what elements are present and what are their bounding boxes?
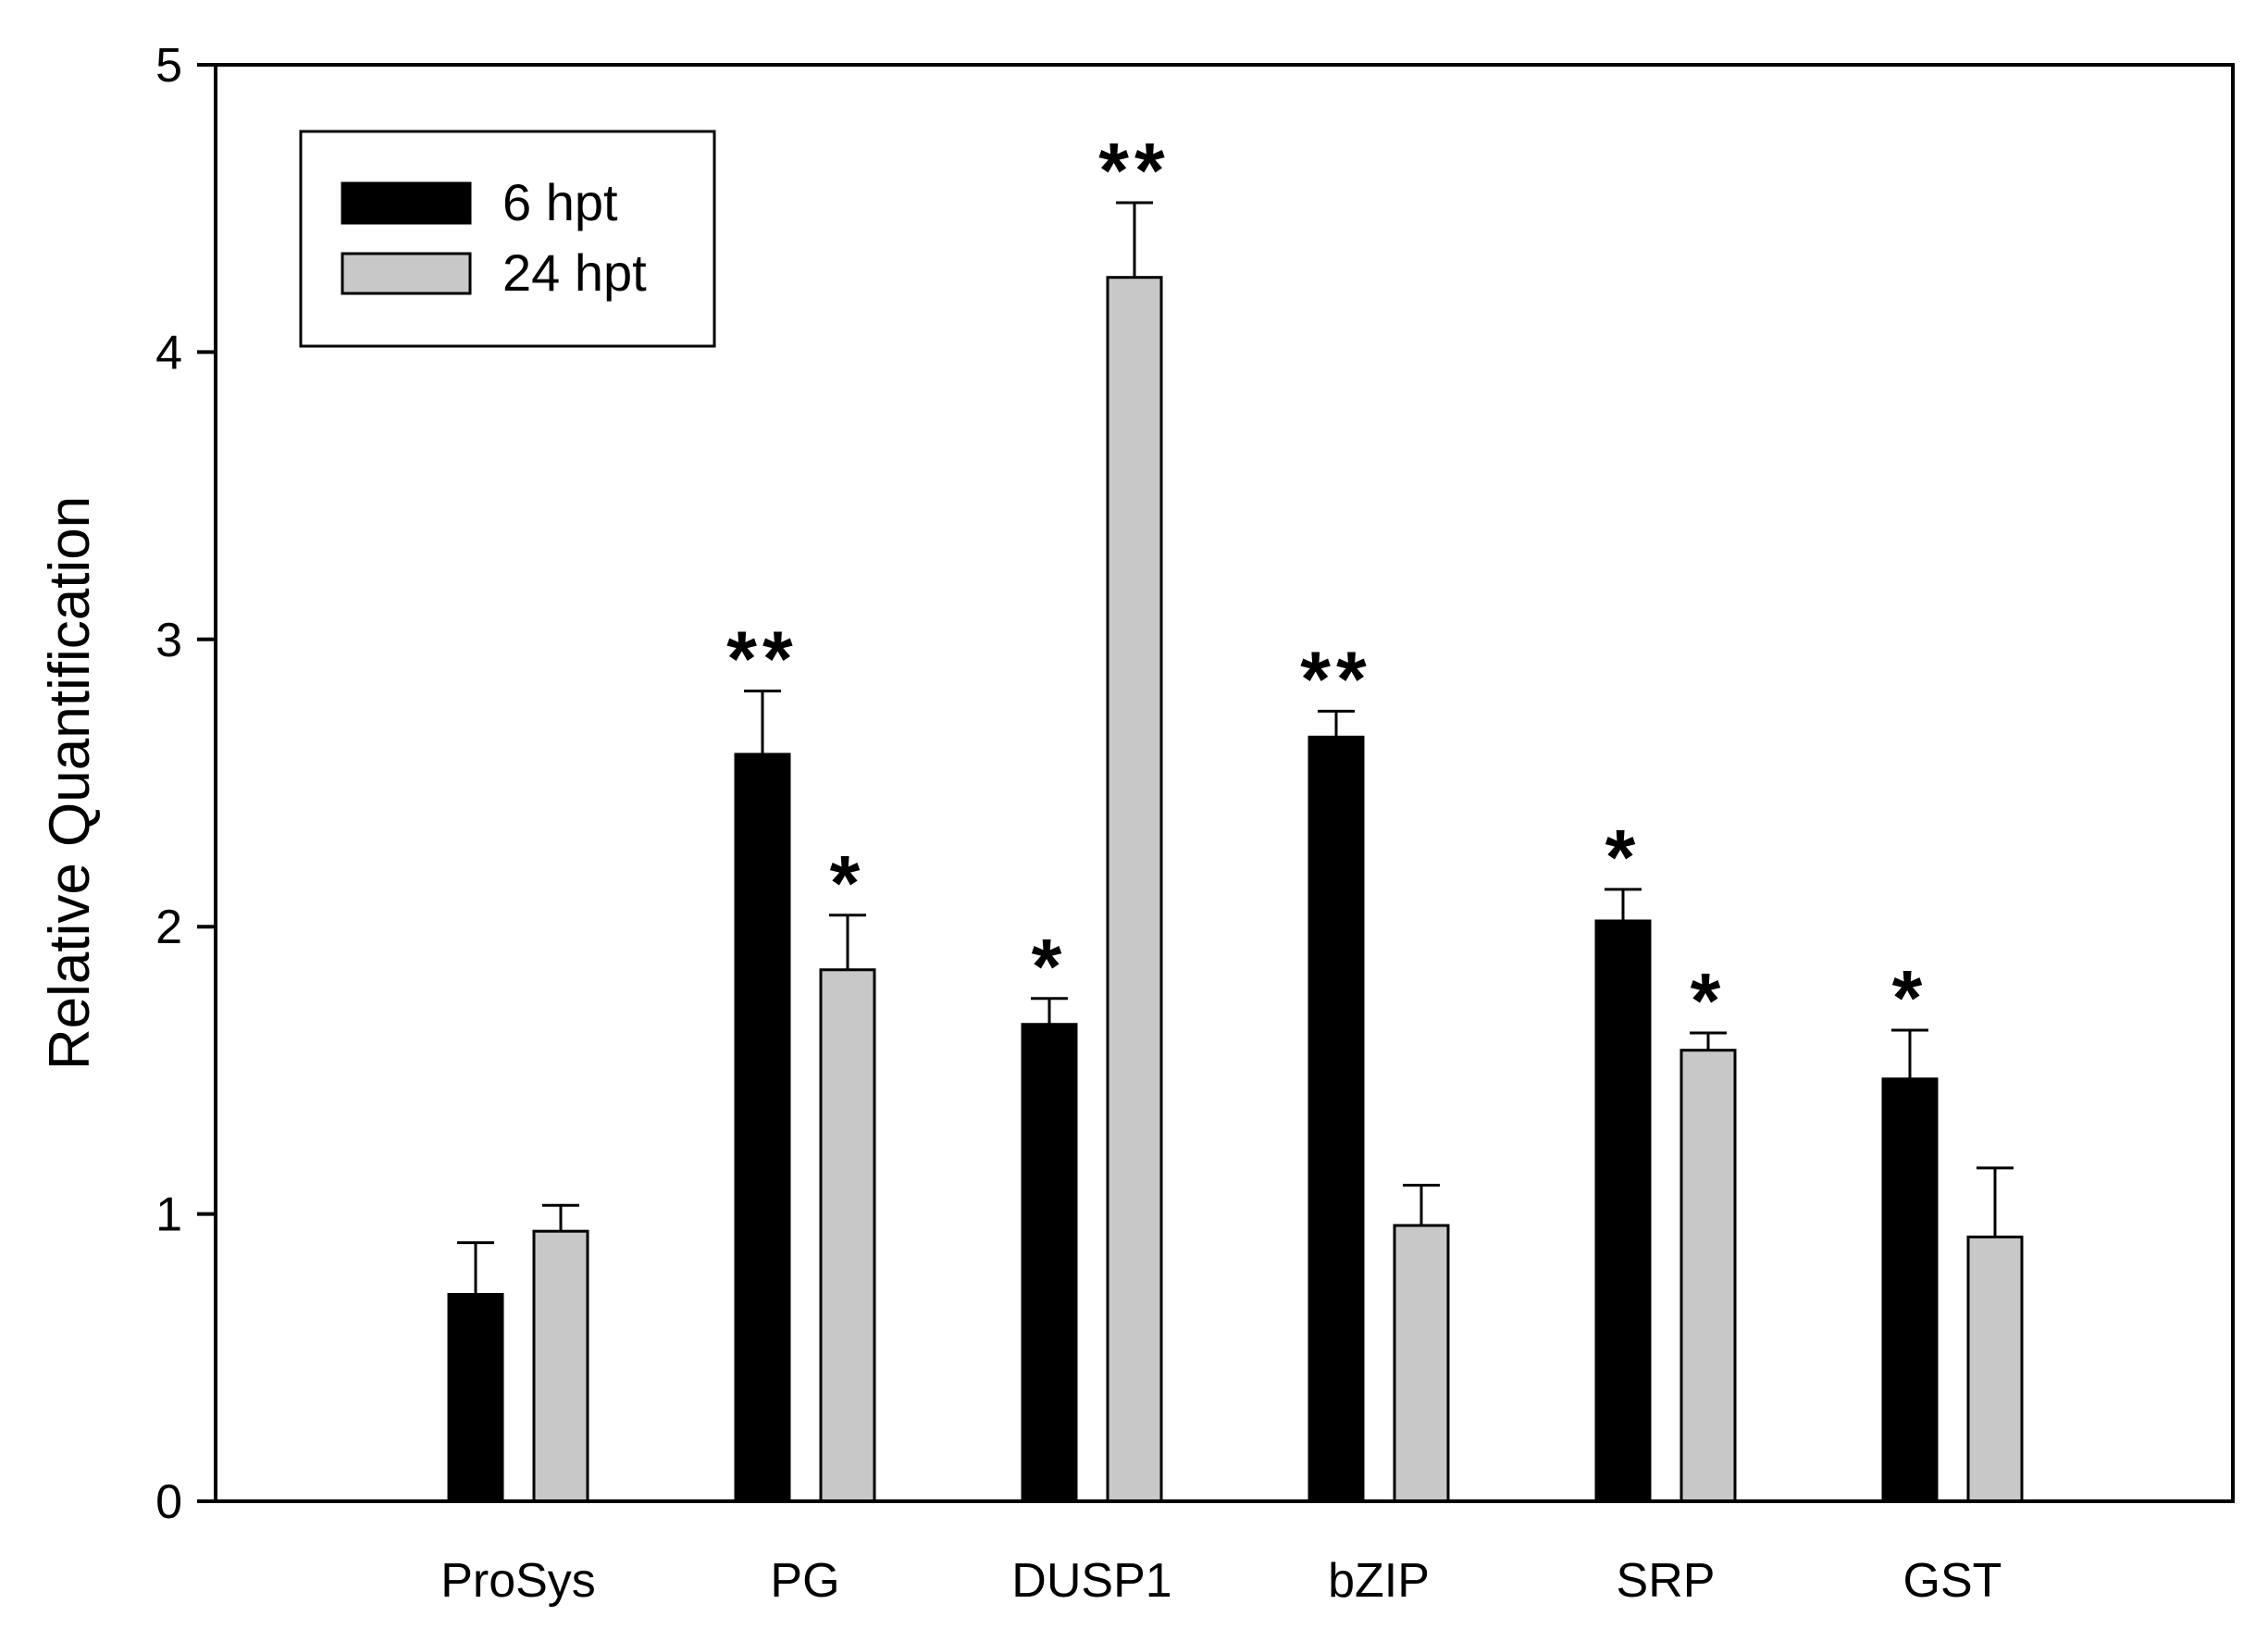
x-tick-label-dusp1: DUSP1 (1011, 1554, 1171, 1608)
legend: 6 hpt 24 hpt (299, 130, 716, 348)
bar-6hpt-gst (1881, 1077, 1939, 1503)
bars-layer: *********** (447, 127, 2024, 1503)
bar-24hpt-prosys (532, 1229, 589, 1503)
bar-6hpt-dusp1 (1021, 1023, 1078, 1503)
significance-6hpt-dusp1: * (1032, 923, 1068, 1010)
bar-6hpt-prosys (447, 1293, 504, 1503)
x-axis: ProSys PG DUSP1 bZIP SRP GST (440, 1554, 2002, 1608)
y-tick-label-2: 2 (155, 901, 182, 954)
significance-24hpt-dusp1: ** (1098, 127, 1170, 214)
legend-label-24hpt: 24 hpt (502, 243, 647, 302)
bar-24hpt-gst (1966, 1235, 2024, 1503)
plot-frame (214, 63, 2235, 1503)
bar-6hpt-srp (1594, 919, 1652, 1503)
legend-swatch-6hpt (341, 181, 472, 225)
legend-box (299, 130, 716, 348)
x-tick-label-pg: PG (770, 1554, 839, 1608)
y-tick-label-5: 5 (155, 39, 182, 93)
significance-6hpt-gst: * (1892, 954, 1928, 1041)
y-axis: 0 1 2 3 4 5 (155, 39, 216, 1529)
bar-24hpt-srp (1679, 1049, 1737, 1503)
bar-24hpt-bzip (1393, 1224, 1450, 1503)
bar-6hpt-pg (734, 752, 791, 1503)
y-axis-title: Relative Quantification (38, 496, 102, 1070)
bar-24hpt-pg (819, 968, 876, 1503)
bar-6hpt-bzip (1308, 735, 1365, 1503)
x-tick-label-srp: SRP (1617, 1554, 1716, 1608)
legend-label-6hpt: 6 hpt (502, 173, 618, 231)
y-tick-label-4: 4 (155, 326, 182, 379)
axes-layer (214, 63, 2235, 1503)
x-tick-label-gst: GST (1903, 1554, 2002, 1608)
significance-6hpt-pg: ** (726, 616, 798, 703)
x-tick-label-bzip: bZIP (1328, 1554, 1430, 1608)
y-tick-label-3: 3 (155, 614, 182, 667)
significance-24hpt-srp: * (1691, 957, 1727, 1044)
significance-24hpt-pg: * (830, 839, 866, 926)
bar-24hpt-dusp1 (1106, 276, 1163, 1503)
y-tick-label-1: 1 (155, 1188, 182, 1242)
x-tick-label-prosys: ProSys (440, 1554, 596, 1608)
y-tick-label-0: 0 (155, 1475, 182, 1529)
significance-6hpt-srp: * (1605, 814, 1642, 901)
significance-6hpt-bzip: ** (1300, 635, 1371, 722)
legend-swatch-24hpt (341, 252, 472, 295)
